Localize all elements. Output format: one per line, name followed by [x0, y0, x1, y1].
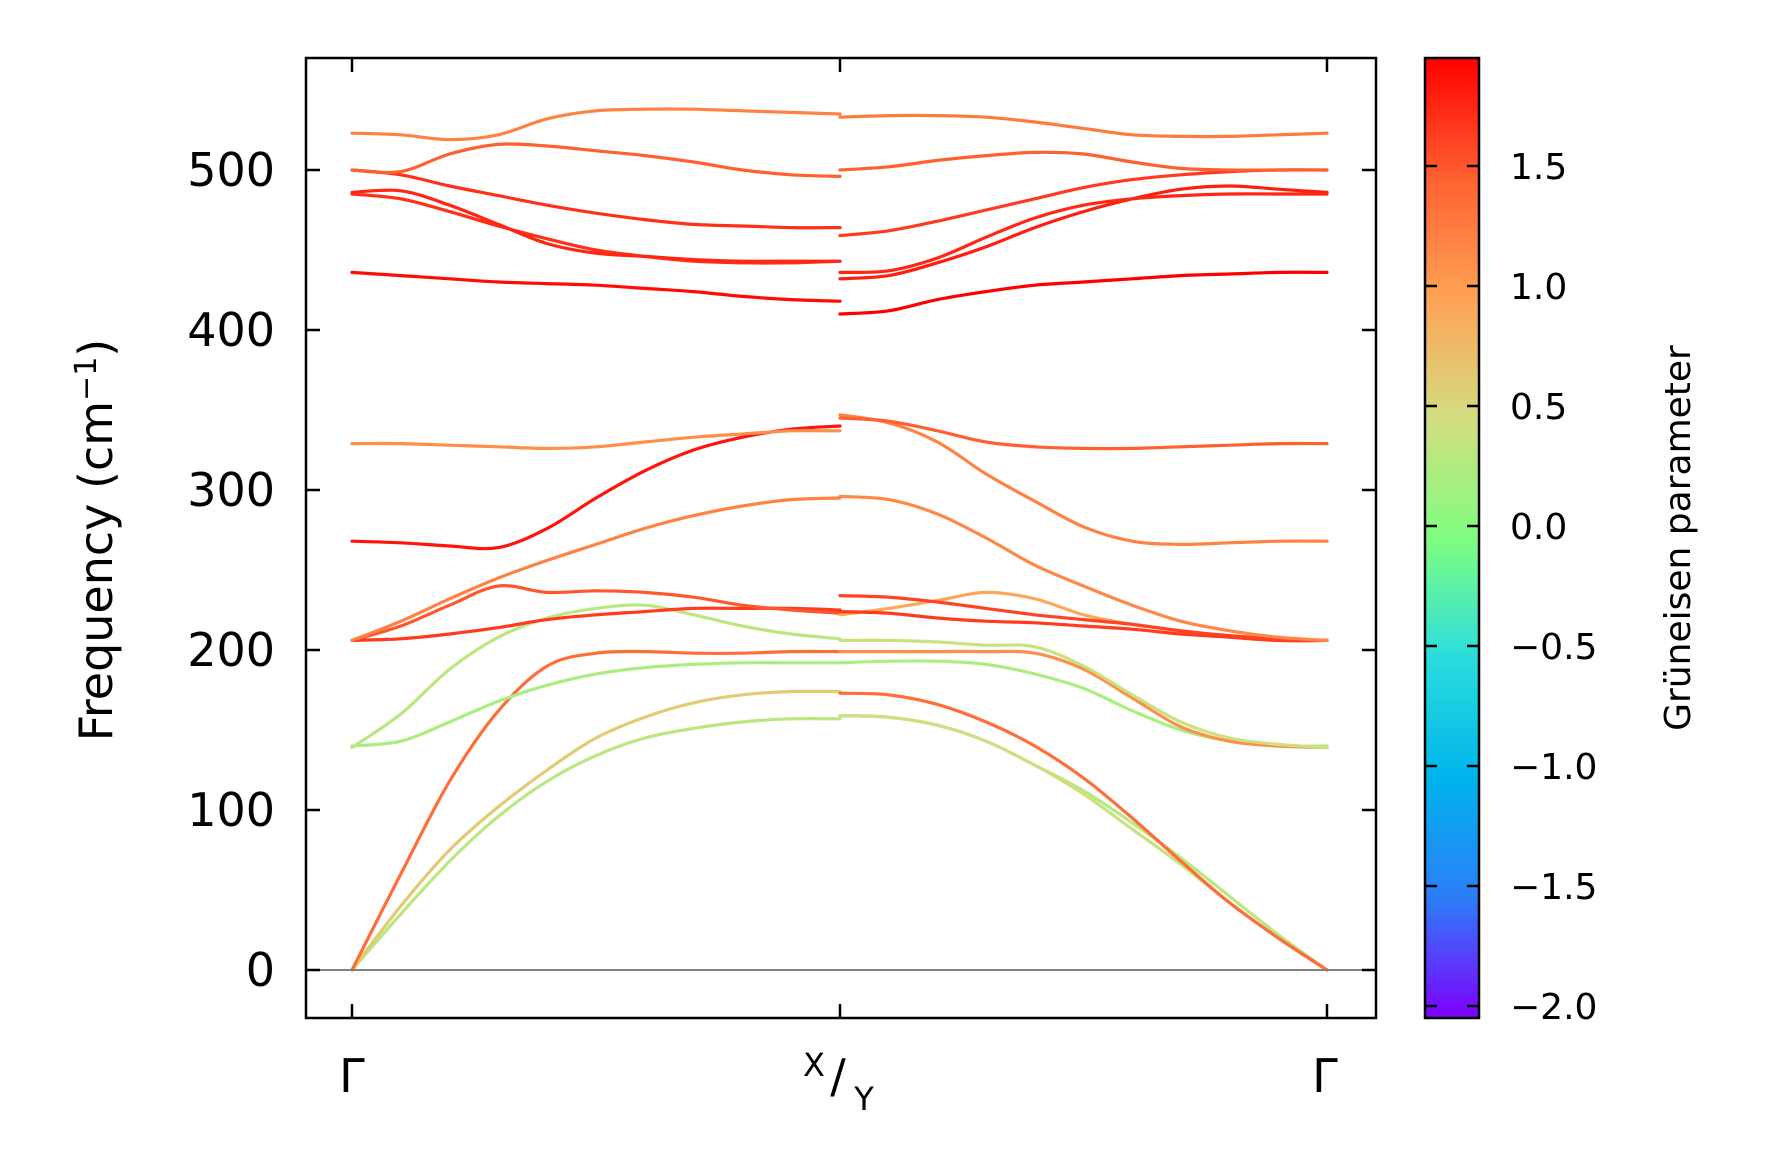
plot-background	[306, 58, 1376, 1018]
band-line	[350, 270, 842, 303]
band-line	[350, 188, 842, 263]
band-line	[838, 691, 1329, 972]
band-line	[350, 192, 842, 265]
x-tick-label-x: X	[803, 1046, 825, 1084]
band-line	[350, 649, 842, 972]
x-tick-label-gamma-left: Γ	[339, 1049, 365, 1103]
band-line	[350, 496, 842, 642]
band-line	[350, 168, 842, 230]
y-axis-label-superscript: −1	[69, 357, 104, 401]
band-line	[838, 638, 1329, 750]
band-line	[838, 413, 1329, 547]
segment-gamma-x	[350, 107, 842, 972]
band-line	[350, 107, 842, 142]
band-line	[838, 494, 1329, 642]
y-axis-ticks: 0 100 200 300 400 500	[187, 143, 1376, 997]
x-tick-label-y: Y	[853, 1080, 874, 1118]
band-line	[838, 113, 1329, 139]
colorbar-tick-label: −1.0	[1510, 747, 1597, 788]
colorbar-tick-label: −2.0	[1510, 987, 1597, 1028]
colorbar-tick-label: 0.5	[1510, 387, 1567, 428]
y-axis-label-close: )	[69, 339, 123, 357]
plot-area: 0 100 200 300 400 500	[187, 56, 1378, 1020]
colorbar-label: Grüneisen parameter	[1658, 345, 1699, 731]
y-tick-label: 200	[187, 623, 275, 677]
y-tick-label: 400	[187, 303, 275, 357]
segment-y-gamma	[838, 113, 1329, 972]
colorbar-tick-label: 1.5	[1510, 147, 1567, 188]
y-tick-label: 500	[187, 143, 275, 197]
band-line	[838, 184, 1329, 281]
y-tick-label: 0	[246, 943, 275, 997]
phonon-bands	[350, 107, 1329, 972]
colorbar-ticks: 1.5 1.0 0.5 0.0 −0.5 −1.0 −1.5 −2.0	[1425, 147, 1597, 1028]
band-line	[350, 716, 842, 972]
band-line	[838, 416, 1329, 451]
y-axis-label: Frequency (cm−1)	[69, 339, 123, 742]
band-line	[838, 649, 1329, 750]
band-line	[838, 594, 1329, 642]
y-tick-label: 300	[187, 463, 275, 517]
band-line	[838, 192, 1329, 274]
band-line	[350, 603, 842, 750]
band-line	[350, 584, 842, 642]
band-line	[350, 689, 842, 972]
colorbar-tick-label: −0.5	[1510, 627, 1597, 668]
x-tick-label-slash: /	[830, 1049, 846, 1103]
band-line	[350, 661, 842, 748]
colorbar: 1.5 1.0 0.5 0.0 −0.5 −1.0 −1.5 −2.0 Grüneisen p…	[1423, 56, 1699, 1028]
x-axis-ticks	[350, 58, 1329, 1018]
colorbar-tick-label: 0.0	[1510, 507, 1567, 548]
y-tick-label: 100	[187, 783, 275, 837]
y-axis-label-main: Frequency (cm	[69, 401, 123, 741]
band-line	[838, 270, 1329, 316]
colorbar-tick-label: 1.0	[1510, 267, 1567, 308]
colorbar-fill	[1425, 58, 1479, 1018]
colorbar-frame	[1423, 56, 1481, 1020]
band-line	[838, 150, 1329, 172]
band-line	[350, 428, 842, 451]
x-tick-label-gamma-right: Γ	[1312, 1049, 1338, 1103]
band-line	[350, 142, 842, 178]
colorbar-tick-label: −1.5	[1510, 867, 1597, 908]
